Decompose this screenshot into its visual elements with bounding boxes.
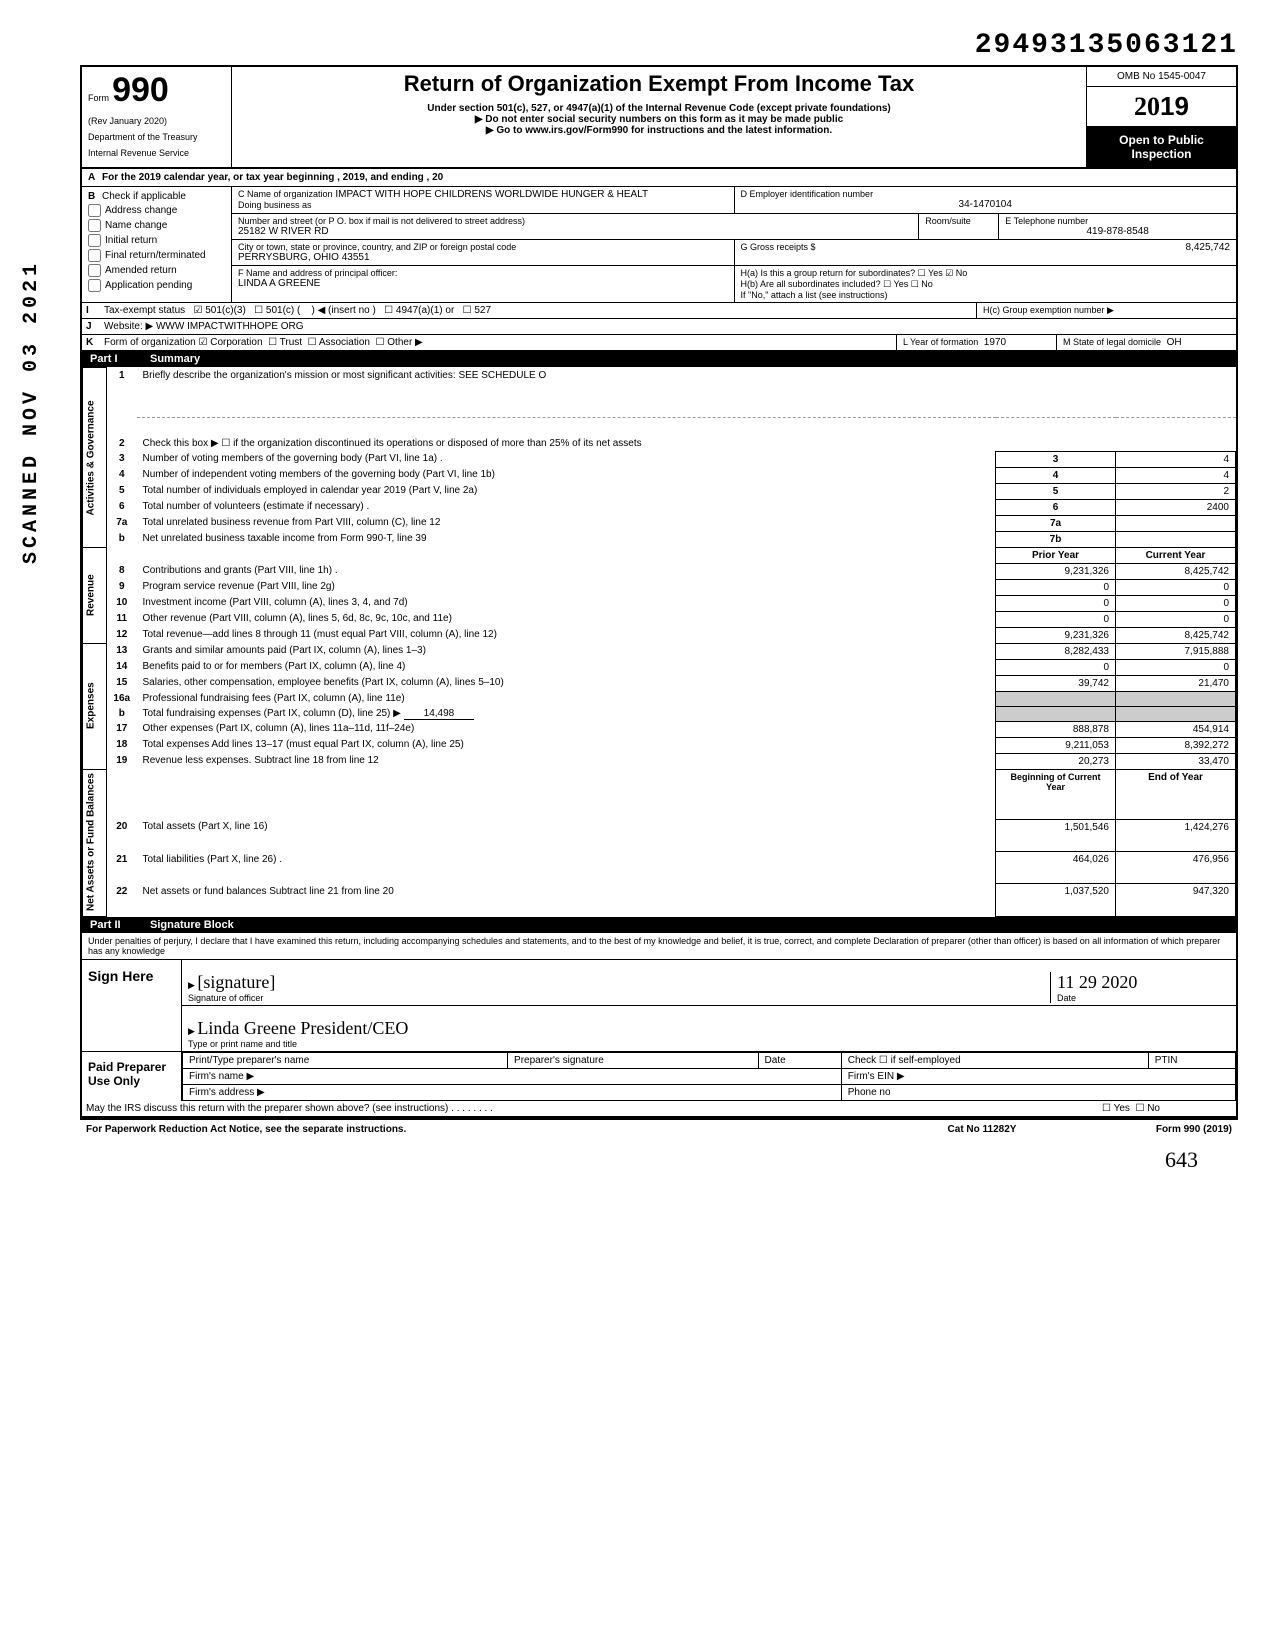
g-label: G Gross receipts $ — [741, 242, 816, 252]
row-a: A For the 2019 calendar year, or tax yea… — [82, 169, 1236, 187]
street-label: Number and street (or P O. box if mail i… — [238, 216, 912, 226]
street-value: 25182 W RIVER RD — [238, 226, 912, 237]
state-domicile: OH — [1167, 337, 1182, 348]
row-i: I Tax-exempt status ☑ 501(c)(3) ☐ 501(c)… — [82, 303, 1236, 319]
part-ii-header: Part II Signature Block — [82, 917, 1236, 933]
hc-label: H(c) Group exemption number ▶ — [976, 303, 1236, 318]
cat-no: Cat No 11282Y — [882, 1124, 1082, 1135]
part-i-header: Part I Summary — [82, 351, 1236, 367]
scanned-stamp: SCANNED NOV 03 2021 — [20, 260, 43, 564]
side-expenses: Expenses — [83, 643, 107, 769]
sign-date: 11 29 2020 — [1057, 972, 1137, 992]
footer: For Paperwork Reduction Act Notice, see … — [80, 1120, 1238, 1139]
city-label: City or town, state or province, country… — [238, 242, 728, 252]
subtitle-1: Under section 501(c), 527, or 4947(a)(1)… — [240, 103, 1078, 114]
summary-section: Activities & Governance 1 Briefly descri… — [82, 367, 1236, 917]
gross-receipts: 8,425,742 — [1186, 242, 1231, 253]
sign-here-block: Sign Here ▶ [signature]Signature of offi… — [82, 960, 1236, 1052]
row-klm: K Form of organization ☑ Corporation ☐ T… — [82, 335, 1236, 351]
line2: Check this box ▶ ☐ if the organization d… — [137, 436, 1236, 452]
form-title: Return of Organization Exempt From Incom… — [240, 71, 1078, 97]
val-4: 4 — [1116, 467, 1236, 483]
subtitle-3: ▶ Go to www.irs.gov/Form990 for instruct… — [240, 125, 1078, 136]
phone-value: 419-878-8548 — [1005, 226, 1230, 237]
side-activities: Activities & Governance — [83, 368, 107, 548]
b-header: Check if applicable — [102, 191, 186, 202]
chk-name-change[interactable]: Name change — [88, 219, 225, 232]
treasury-dept: Department of the Treasury — [88, 132, 225, 142]
year-suffix: 19 — [1160, 91, 1189, 121]
paid-prep-label: Paid Preparer Use Only — [82, 1052, 182, 1101]
side-net: Net Assets or Fund Balances — [83, 769, 107, 916]
header-info-block: BCheck if applicable Address change Name… — [82, 187, 1236, 303]
c-name-label: C Name of organization — [238, 189, 333, 199]
subtitle-2: ▶ Do not enter social security numbers o… — [240, 114, 1078, 125]
e-label: E Telephone number — [1005, 216, 1230, 226]
chk-amended-return[interactable]: Amended return — [88, 264, 225, 277]
hb-note: If "No," attach a list (see instructions… — [741, 290, 1231, 300]
d-label: D Employer identification number — [741, 189, 1231, 199]
chk-initial-return[interactable]: Initial return — [88, 234, 225, 247]
val-5: 2 — [1116, 483, 1236, 499]
mission: SEE SCHEDULE O — [458, 370, 546, 381]
signature: [signature] — [197, 972, 275, 992]
omb-number: OMB No 1545-0047 — [1087, 67, 1236, 87]
form-word: Form — [88, 93, 109, 103]
row-a-text: For the 2019 calendar year, or tax year … — [102, 172, 443, 183]
form-header: Form 990 (Rev January 2020) Department o… — [82, 67, 1236, 169]
f-label: F Name and address of principal officer: — [238, 268, 728, 278]
officer-name: LINDA A GREENE — [238, 278, 728, 289]
hb-label: H(b) Are all subordinates included? — [741, 279, 881, 289]
handwritten-page-number: 643 — [80, 1147, 1238, 1173]
chk-application-pending[interactable]: Application pending — [88, 279, 225, 292]
form-ref: Form 990 (2019) — [1082, 1124, 1232, 1135]
val-7b — [1116, 531, 1236, 547]
year-formation: 1970 — [984, 337, 1006, 348]
irs-label: Internal Revenue Service — [88, 148, 225, 158]
officer-print: Linda Greene President/CEO — [197, 1018, 408, 1038]
sign-here-label: Sign Here — [82, 960, 182, 1051]
ein-value: 34-1470104 — [741, 199, 1231, 210]
form-number: 990 — [112, 71, 169, 109]
room-label: Room/suite — [925, 216, 971, 226]
open-inspection: Open to Public Inspection — [1087, 127, 1236, 167]
rev8-cur: 8,425,742 — [1116, 563, 1236, 579]
ha-label: H(a) Is this a group return for subordin… — [741, 268, 916, 278]
may-irs-row: May the IRS discuss this return with the… — [82, 1101, 1236, 1118]
org-name: IMPACT WITH HOPE CHILDRENS WORLDWIDE HUN… — [335, 189, 648, 200]
row-j: J Website: ▶ WWW IMPACTWITHHOPE ORG — [82, 319, 1236, 335]
penalty-text: Under penalties of perjury, I declare th… — [82, 933, 1236, 960]
form-container: Form 990 (Rev January 2020) Department o… — [80, 65, 1238, 1120]
val-7a — [1116, 515, 1236, 531]
val-3: 4 — [1116, 451, 1236, 467]
chk-final-return[interactable]: Final return/terminated — [88, 249, 225, 262]
paid-preparer-block: Paid Preparer Use Only Print/Type prepar… — [82, 1052, 1236, 1101]
side-revenue: Revenue — [83, 547, 107, 643]
fundraising-exp: 14,498 — [404, 708, 475, 720]
website: WWW IMPACTWITHHOPE ORG — [156, 321, 304, 332]
form-revision: (Rev January 2020) — [88, 116, 225, 126]
document-number: 29493135063121 — [80, 30, 1238, 61]
val-6: 2400 — [1116, 499, 1236, 515]
paperwork-notice: For Paperwork Reduction Act Notice, see … — [86, 1124, 882, 1135]
dba-label: Doing business as — [238, 200, 312, 210]
city-value: PERRYSBURG, OHIO 43551 — [238, 252, 728, 263]
year-prefix: 20 — [1134, 92, 1160, 121]
rev8-prior: 9,231,326 — [996, 563, 1116, 579]
chk-address-change[interactable]: Address change — [88, 204, 225, 217]
